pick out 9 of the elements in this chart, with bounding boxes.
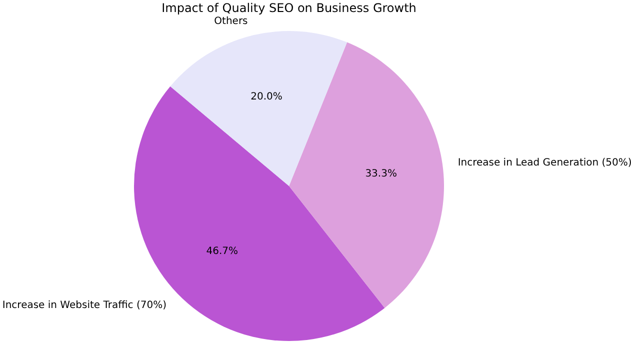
slice-label: Increase in Lead Generation (50%) bbox=[458, 158, 631, 169]
data-label: 33.3% bbox=[365, 168, 397, 180]
slice-label: Others bbox=[214, 16, 248, 28]
chart-title: Impact of Quality SEO on Business Growth bbox=[162, 1, 416, 15]
pie-slice bbox=[289, 42, 444, 308]
data-label: 20.0% bbox=[250, 91, 282, 102]
data-label: 46.7% bbox=[206, 246, 238, 258]
slice-label: Increase in Website Traffic (70%) bbox=[2, 300, 167, 312]
pie-slice bbox=[170, 31, 348, 186]
